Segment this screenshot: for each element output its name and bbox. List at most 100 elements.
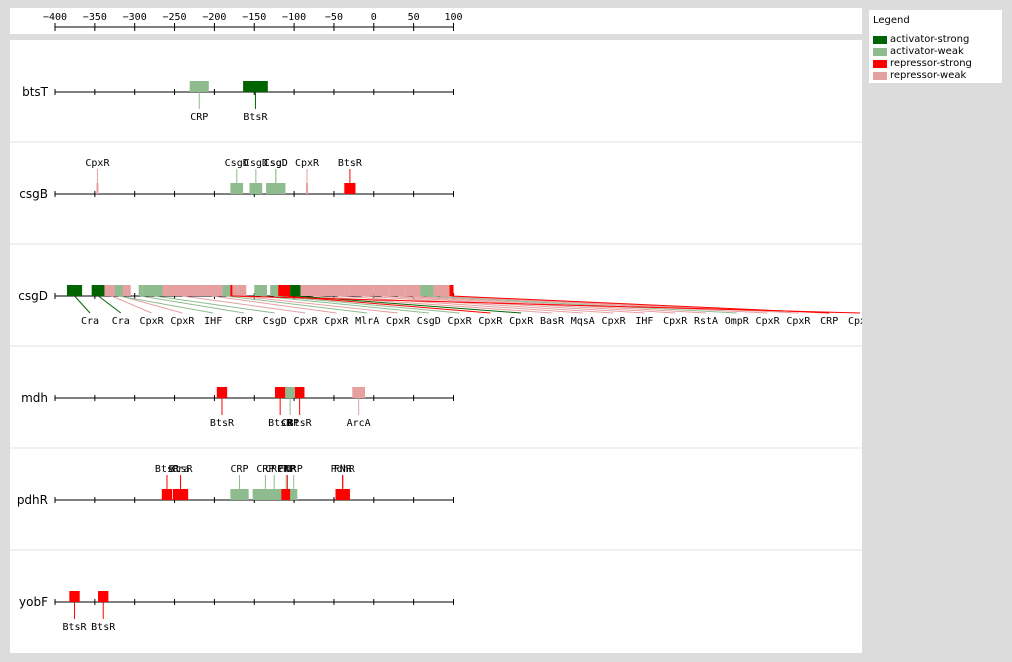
track-csgD: csgD Cra Cra CpxR CpxR IHF CRP CsgD CpxR CpxR MlrA… (10, 243, 862, 327)
binding-site-rsta[interactable] (405, 285, 421, 296)
binding-site-ihf[interactable] (114, 285, 123, 296)
binding-site-label: BtsR (168, 464, 193, 475)
binding-site-cpxr[interactable] (433, 285, 448, 296)
binding-site-cpxr[interactable] (278, 285, 291, 296)
binding-site-label: CpxR (294, 316, 319, 327)
binding-site-cpxr[interactable] (162, 285, 203, 296)
binding-site-cpxr[interactable] (290, 285, 301, 296)
binding-site-crp[interactable] (252, 489, 279, 500)
binding-site-label: BtsR (91, 622, 116, 633)
binding-site-label: CpxR (848, 316, 862, 327)
binding-site-fnr[interactable] (281, 489, 294, 500)
binding-site-label: CRP (285, 464, 303, 475)
binding-site-crp[interactable] (285, 387, 295, 398)
binding-site-label: CpxR (509, 316, 534, 327)
site-connector (226, 295, 368, 314)
binding-site-csgd[interactable] (266, 183, 286, 194)
binding-site-mlra[interactable] (222, 285, 231, 296)
axis-tick-label: 0 (371, 12, 377, 23)
legend-item-repressor-weak: repressor-weak (873, 70, 966, 82)
binding-site-cpxr[interactable] (441, 285, 454, 296)
binding-site-cra[interactable] (66, 285, 83, 296)
gene-label: mdh (21, 391, 48, 405)
binding-site-csgd[interactable] (249, 183, 263, 194)
axis-tick-label: −400 (43, 12, 67, 23)
binding-site-btsr[interactable] (243, 81, 268, 92)
binding-site-cpxr[interactable] (96, 183, 99, 194)
binding-site-btsr[interactable] (216, 387, 228, 398)
binding-site-cpxr[interactable] (230, 285, 247, 296)
site-connector (154, 295, 275, 314)
binding-site-label: CsgD (244, 158, 268, 169)
legend-title: Legend (873, 15, 910, 26)
binding-site-csgd[interactable] (142, 285, 167, 296)
axis-tick-label: −50 (325, 12, 343, 23)
binding-site-cpxr[interactable] (389, 285, 406, 296)
legend-item-repressor-strong: repressor-strong (873, 58, 972, 70)
binding-site-label: CRP (256, 464, 274, 475)
binding-site-mqsa[interactable] (325, 285, 350, 296)
binding-site-crp[interactable] (138, 285, 143, 296)
binding-site-arca[interactable] (352, 387, 366, 398)
binding-site-label: CRP (820, 316, 838, 327)
binding-site-crp[interactable] (230, 489, 249, 500)
binding-site-cpxr[interactable] (306, 183, 309, 194)
binding-site-label: CsgD (264, 158, 288, 169)
binding-site-label: CpxR (386, 316, 411, 327)
site-connector (140, 295, 245, 314)
gene-label: csgB (19, 187, 48, 201)
binding-site-btsr[interactable] (161, 489, 173, 500)
binding-site-btsr[interactable] (69, 591, 80, 602)
site-connector (426, 295, 737, 314)
binding-site-label: CRP (190, 112, 208, 123)
site-connector (182, 295, 306, 314)
site-connector (212, 295, 337, 314)
binding-site-btsr[interactable] (274, 387, 286, 398)
binding-site-csgd[interactable] (254, 285, 268, 296)
binding-site-label: CRP (277, 464, 295, 475)
binding-site-btsr[interactable] (344, 183, 356, 194)
binding-site-label: CpxR (478, 316, 503, 327)
site-connector (118, 295, 214, 314)
binding-site-btsr[interactable] (98, 591, 109, 602)
binding-site-basr[interactable] (300, 285, 326, 296)
binding-site-pdhr[interactable] (335, 489, 350, 500)
activator-strong-swatch (873, 36, 887, 44)
axis-tick-label: −350 (83, 12, 107, 23)
binding-site-cra[interactable] (91, 285, 106, 296)
binding-site-cra[interactable] (172, 489, 189, 500)
binding-site-crp[interactable] (290, 489, 298, 500)
binding-site-ompr[interactable] (420, 285, 434, 296)
binding-site-label: RstA (694, 316, 718, 327)
binding-site-crp[interactable] (449, 285, 454, 296)
track-btsT: btsT CRP BtsR (22, 81, 454, 123)
binding-site-label: BtsR (243, 112, 268, 123)
binding-site-crp[interactable] (189, 81, 209, 92)
binding-site-label: CRP (265, 464, 283, 475)
binding-site-btsr[interactable] (294, 387, 305, 398)
binding-site-label: BasR (540, 316, 565, 327)
binding-site-label: CRP (281, 418, 299, 429)
binding-site-label: CsgD (417, 316, 441, 327)
binding-site-label: Cra (171, 464, 189, 475)
site-connector (274, 295, 460, 314)
binding-site-label: CRP (235, 316, 253, 327)
binding-site-label: CpxR (170, 316, 195, 327)
binding-site-label: CpxR (448, 316, 473, 327)
gene-label: pdhR (17, 493, 48, 507)
site-connector (260, 295, 429, 314)
binding-site-ihf[interactable] (373, 285, 390, 296)
binding-site-cpxr[interactable] (202, 285, 223, 296)
binding-site-label: OmpR (725, 316, 750, 327)
promoter-tracks: btsT CRP BtsR csgB CpxR CsgD CsgD CsgD CsgD CpxR B… (10, 40, 862, 653)
binding-site-cpxr[interactable] (230, 285, 233, 296)
binding-site-csgd[interactable] (230, 183, 244, 194)
binding-site-crp[interactable] (266, 489, 283, 500)
binding-site-cpxr[interactable] (349, 285, 374, 296)
binding-site-label: CsgD (225, 158, 249, 169)
binding-site-cpxr[interactable] (270, 285, 279, 296)
binding-site-label: IHF (204, 316, 222, 327)
axis-tick-label: −100 (282, 12, 306, 23)
